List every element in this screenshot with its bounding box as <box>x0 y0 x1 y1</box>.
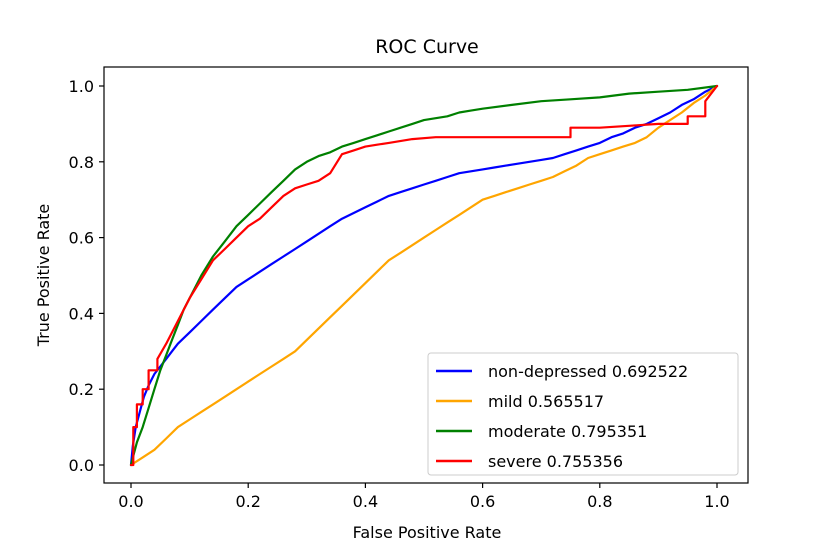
y-axis-title: True Positive Rate <box>34 204 53 348</box>
x-tick-label: 0.4 <box>353 492 378 511</box>
x-tick-label: 0.2 <box>235 492 260 511</box>
legend-label-moderate: moderate 0.795351 <box>488 422 647 441</box>
x-tick-label: 0.6 <box>470 492 495 511</box>
x-axis-title: False Positive Rate <box>353 523 502 542</box>
series-line-non-depressed <box>129 84 719 467</box>
series-layer <box>129 84 719 467</box>
plot-frame <box>103 66 749 484</box>
y-tick-label: 0.8 <box>69 153 94 172</box>
legend-label-severe: severe 0.755356 <box>488 452 623 471</box>
x-tick-label: 0.8 <box>587 492 612 511</box>
y-tick-label: 0.0 <box>69 456 94 475</box>
legend: non-depressed 0.692522 mild 0.565517 moder… <box>427 352 739 476</box>
x-axis: 0.0 0.2 0.4 0.6 0.8 1.0 <box>118 483 730 511</box>
y-tick-label: 0.2 <box>69 380 94 399</box>
x-tick-label: 0.0 <box>118 492 143 511</box>
legend-box <box>427 352 739 476</box>
chart-title: ROC Curve <box>375 36 479 58</box>
series-line-moderate <box>129 84 719 467</box>
y-tick-label: 0.6 <box>69 229 94 248</box>
legend-label-mild: mild 0.565517 <box>488 392 604 411</box>
y-tick-label: 0.4 <box>69 304 94 323</box>
legend-label-non-depressed: non-depressed 0.692522 <box>488 362 688 381</box>
x-tick-label: 1.0 <box>704 492 729 511</box>
series-line-mild <box>129 84 719 467</box>
y-tick-label: 1.0 <box>69 77 94 96</box>
series-line-severe <box>129 84 719 467</box>
y-axis: 0.0 0.2 0.4 0.6 0.8 1.0 <box>69 77 104 475</box>
